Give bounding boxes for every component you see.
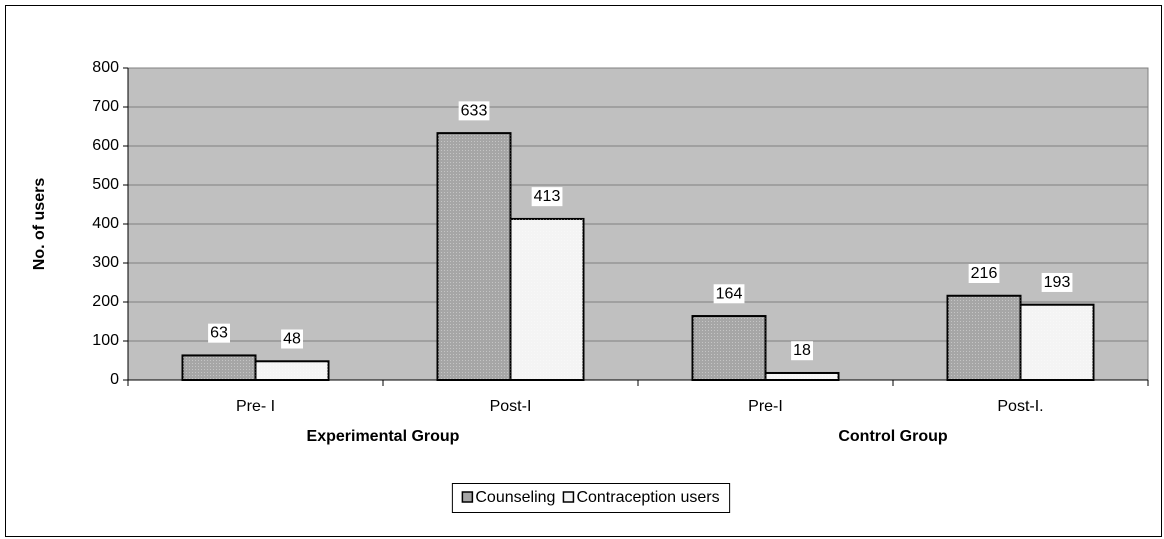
x-tick-label: Pre- I — [236, 398, 275, 415]
y-tick-label: 200 — [92, 293, 119, 310]
y-tick-label: 100 — [92, 332, 119, 349]
y-tick-label: 700 — [92, 98, 119, 115]
bar-texture — [692, 316, 766, 380]
data-label-bg — [713, 284, 745, 304]
data-label: 18 — [793, 342, 811, 359]
data-label-bg — [1041, 272, 1073, 292]
data-label: 48 — [283, 330, 301, 347]
x-tick-label: Pre-I — [748, 398, 783, 415]
bar-texture — [765, 372, 839, 380]
y-tick-label: 500 — [92, 176, 119, 193]
bar-texture — [182, 355, 256, 380]
y-axis-label: No. of users — [31, 178, 48, 271]
group-label: Control Group — [838, 428, 948, 445]
bar-texture — [255, 361, 329, 380]
group-label: Experimental Group — [307, 428, 460, 445]
data-label: 216 — [971, 265, 998, 282]
data-label: 63 — [210, 325, 228, 342]
data-label: 193 — [1044, 274, 1071, 291]
data-label-bg — [208, 323, 230, 343]
data-label-bg — [968, 263, 1000, 283]
bar-texture — [947, 295, 1021, 380]
legend-swatch — [461, 491, 474, 503]
data-label-bg — [458, 101, 490, 121]
legend-label: Counseling — [475, 489, 555, 506]
data-label: 413 — [534, 188, 561, 205]
data-label-bg — [531, 187, 563, 207]
x-tick-label: Post-I. — [997, 398, 1043, 415]
data-label-bg — [281, 329, 303, 349]
data-label: 164 — [716, 285, 743, 302]
y-tick-label: 400 — [92, 215, 119, 232]
y-tick-label: 600 — [92, 137, 119, 154]
y-tick-label: 0 — [110, 371, 119, 388]
legend-label: Contraception users — [576, 489, 719, 506]
legend-swatch — [562, 491, 575, 503]
data-label-bg — [791, 341, 813, 361]
x-tick-label: Post-I — [490, 398, 532, 415]
legend — [451, 483, 731, 513]
y-tick-label: 800 — [92, 59, 119, 76]
data-label: 633 — [461, 102, 488, 119]
y-tick-label: 300 — [92, 254, 119, 271]
bar-texture — [1020, 304, 1094, 380]
bar-texture — [510, 218, 584, 380]
bar-texture — [437, 133, 511, 380]
